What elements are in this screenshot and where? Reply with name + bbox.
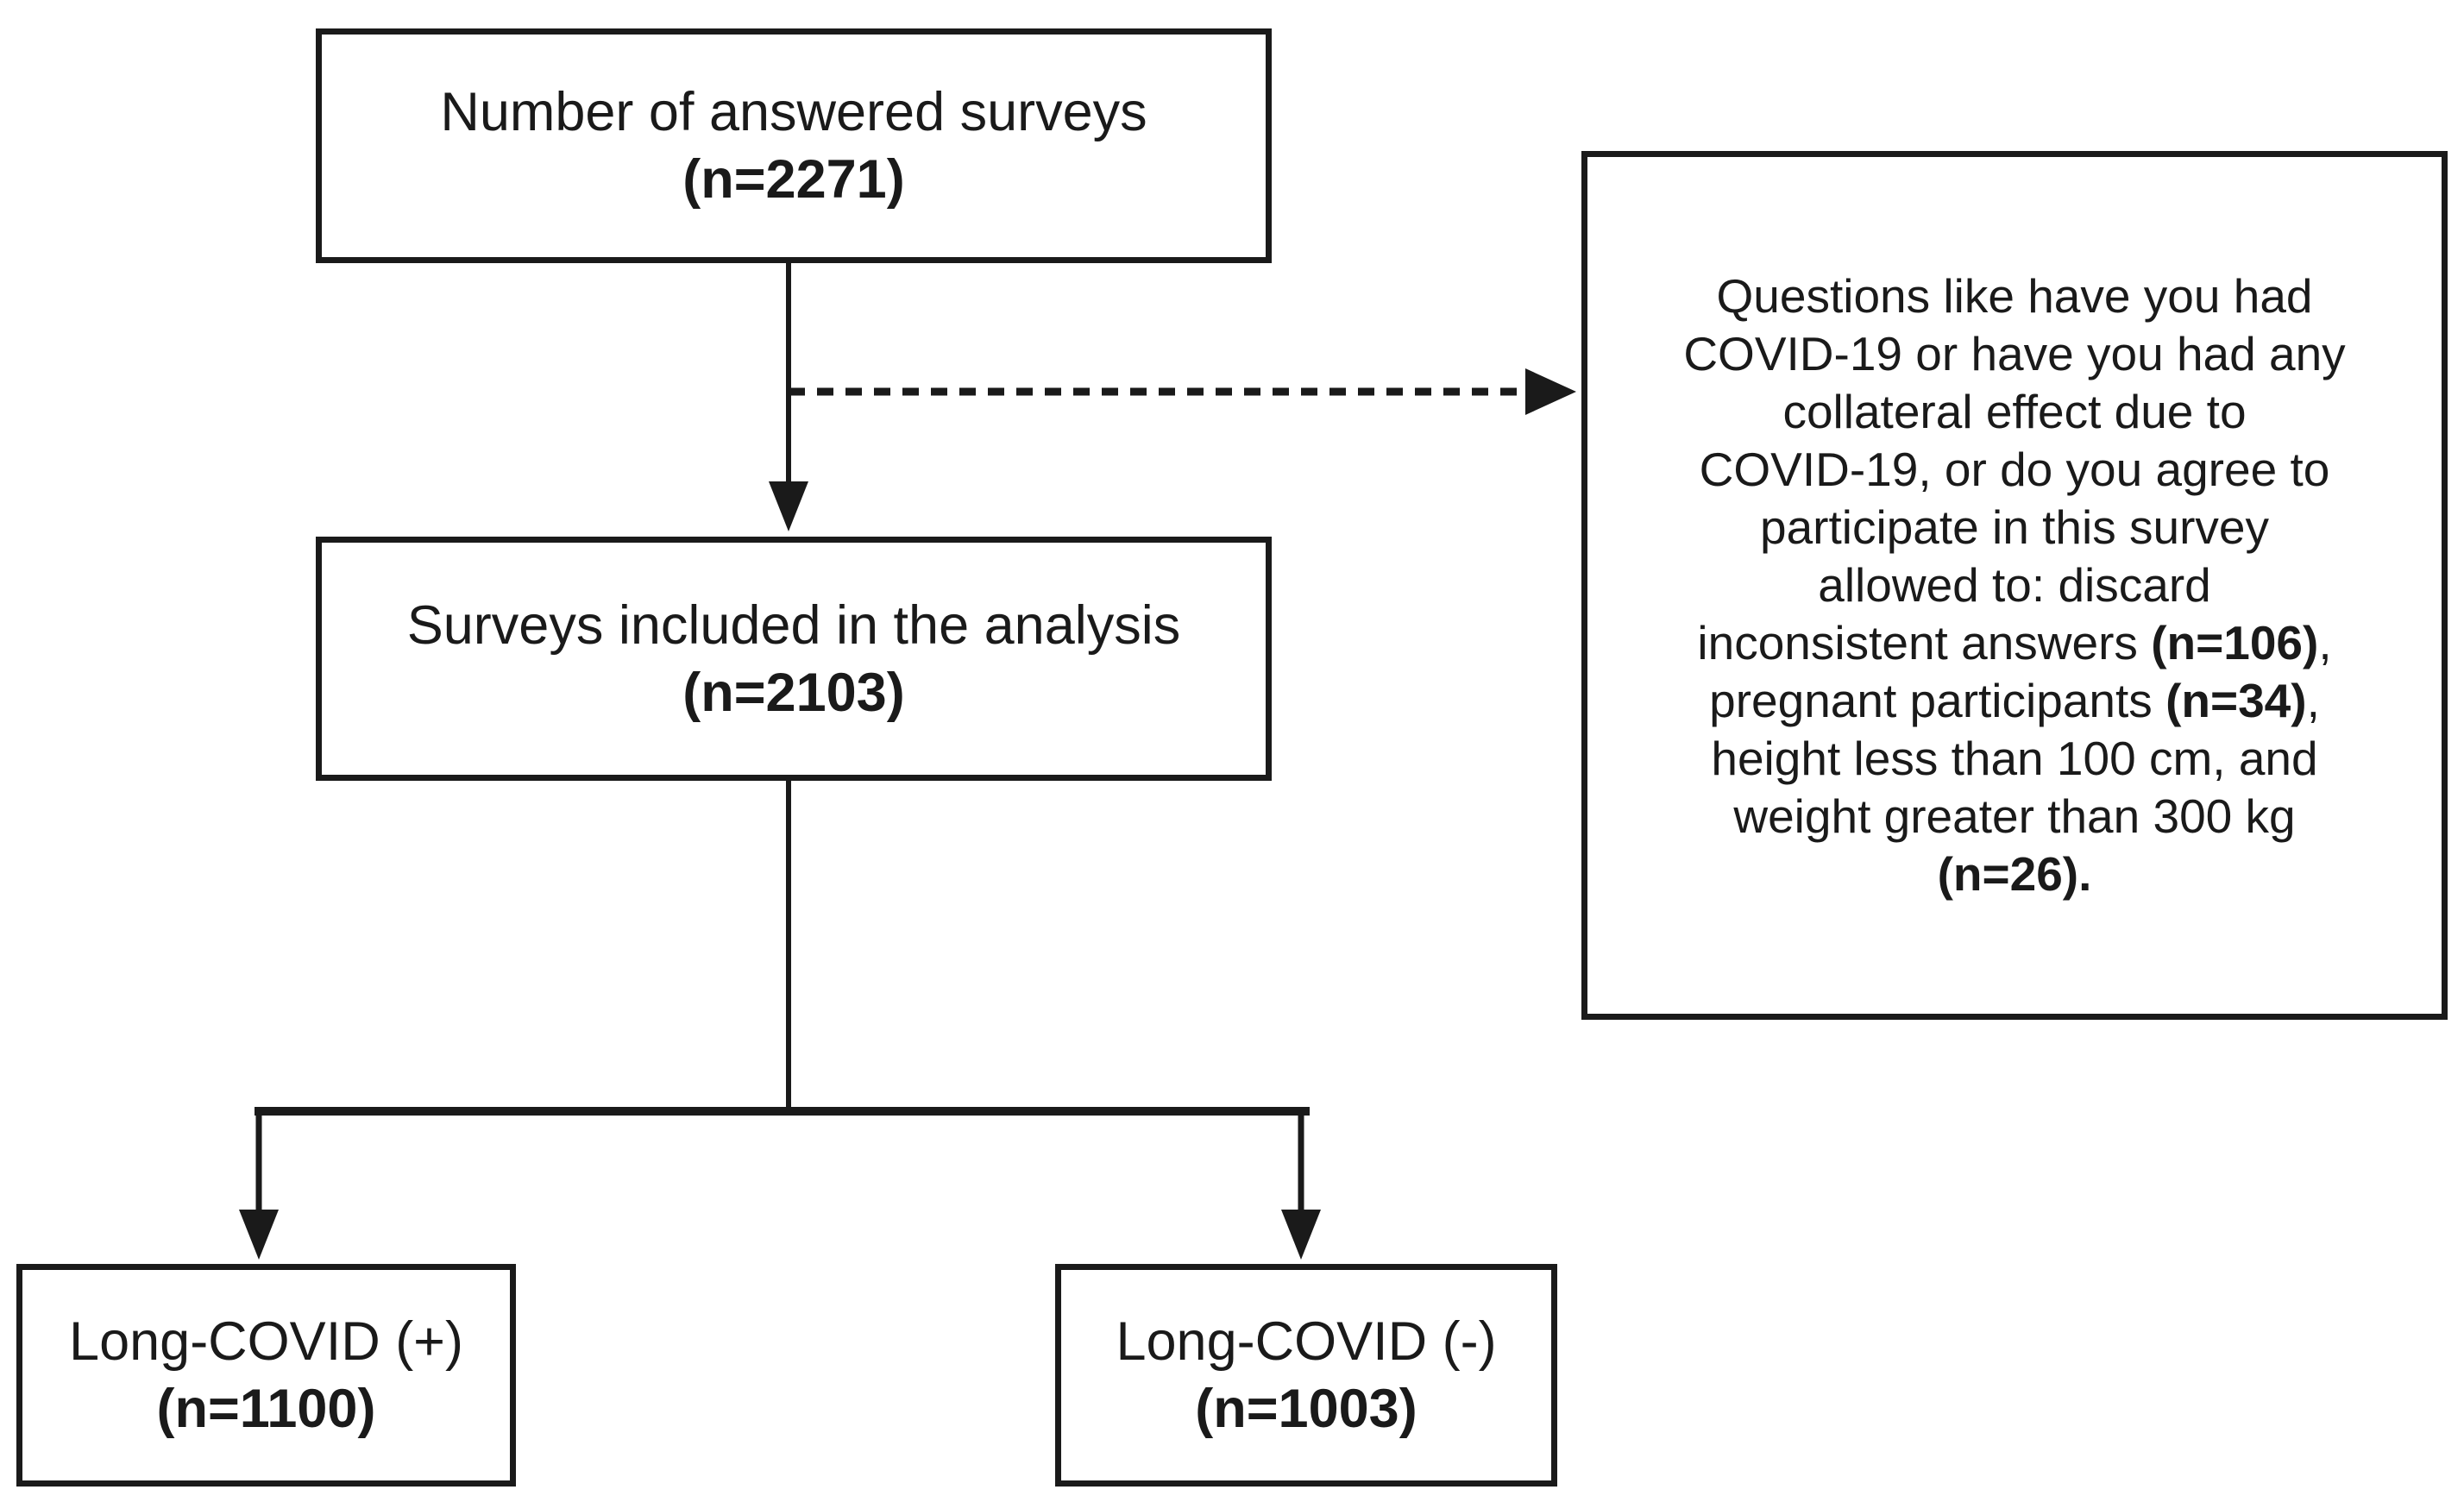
box-long-covid-negative-label: Long-COVID (-) [1116,1311,1497,1372]
box-long-covid-positive: Long-COVID (+) (n=1100) [16,1264,516,1487]
arrowhead-split-to-right [1281,1210,1321,1260]
arrowhead-split-to-left [239,1210,279,1260]
box-exclusion-note: Questions like have you had COVID-19 or h… [1581,151,2448,1020]
box-answered-surveys: Number of answered surveys (n=2271) [316,28,1272,263]
box-answered-surveys-count: (n=2271) [682,149,905,210]
box-long-covid-positive-count: (n=1100) [156,1379,376,1439]
box-long-covid-negative: Long-COVID (-) (n=1003) [1055,1264,1557,1487]
box-long-covid-negative-count: (n=1003) [1195,1379,1417,1439]
box-included-analysis-count: (n=2103) [682,662,905,723]
exclusion-note-text: Questions like have you had COVID-19 or h… [1683,269,2346,901]
arrowhead-dashed-to-note [1525,368,1576,415]
box-long-covid-positive-label: Long-COVID (+) [69,1311,463,1372]
box-included-analysis-label: Surveys included in the analysis [406,594,1181,656]
box-included-analysis: Surveys included in the analysis (n=2103… [316,537,1272,781]
box-answered-surveys-label: Number of answered surveys [440,82,1147,142]
arrowhead-top-to-middle [769,481,808,531]
